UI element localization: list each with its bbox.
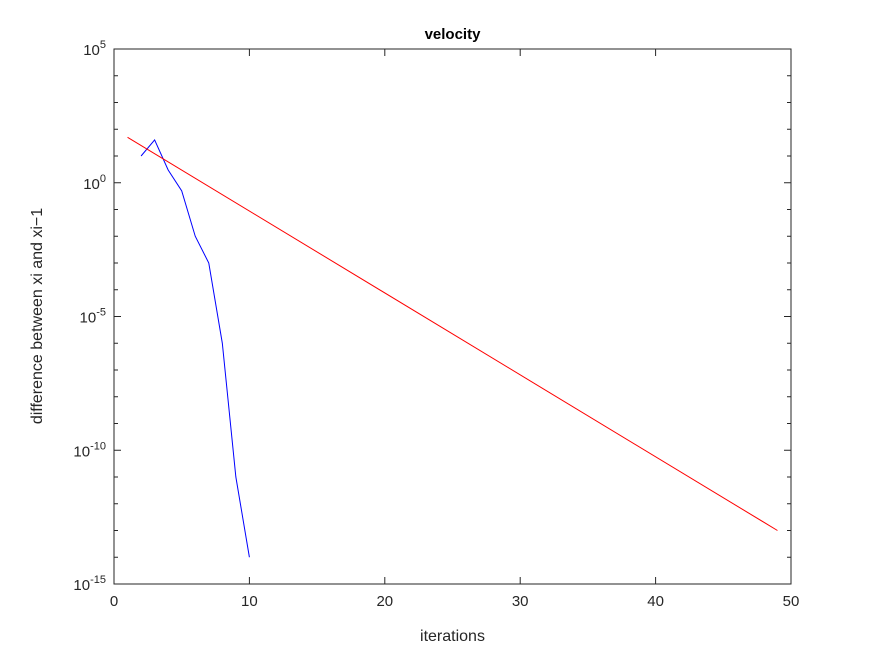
y-tick-label: 10-15 [73,574,106,594]
y-tick-label: 10-10 [73,440,106,460]
series-line-2 [127,136,778,531]
x-tick-label: 20 [376,593,393,610]
y-tick-label: 100 [83,173,106,193]
x-axis-label: iterations [420,628,485,645]
y-tick-label-exponent: -10 [90,440,106,452]
y-tick-label-exponent: 0 [100,173,106,185]
plot-area [113,48,792,585]
y-tick-label-base: 10 [73,577,90,594]
chart-title: velocity [425,26,482,43]
y-axis-label: difference between xi and xi−1 [29,208,46,424]
x-tick-label: 40 [647,593,664,610]
y-tick-label-base: 10 [83,42,100,59]
y-tick-label-exponent: 5 [100,39,106,51]
y-tick-label-exponent: -15 [90,574,106,586]
x-tick-label: 10 [241,593,258,610]
y-tick-label-base: 10 [83,176,100,193]
series-line-1 [140,138,250,558]
x-tick-label: 0 [110,593,118,610]
y-tick-label: 105 [83,39,106,59]
y-tick-label-base: 10 [80,310,97,327]
x-tick-label: 30 [512,593,529,610]
y-tick-label-base: 10 [73,443,90,460]
axis-ticks [113,48,792,585]
y-tick-label-exponent: -5 [96,307,106,319]
series-layer [127,136,778,558]
y-tick-label: 10-5 [80,307,106,327]
x-tick-label: 50 [783,593,800,610]
